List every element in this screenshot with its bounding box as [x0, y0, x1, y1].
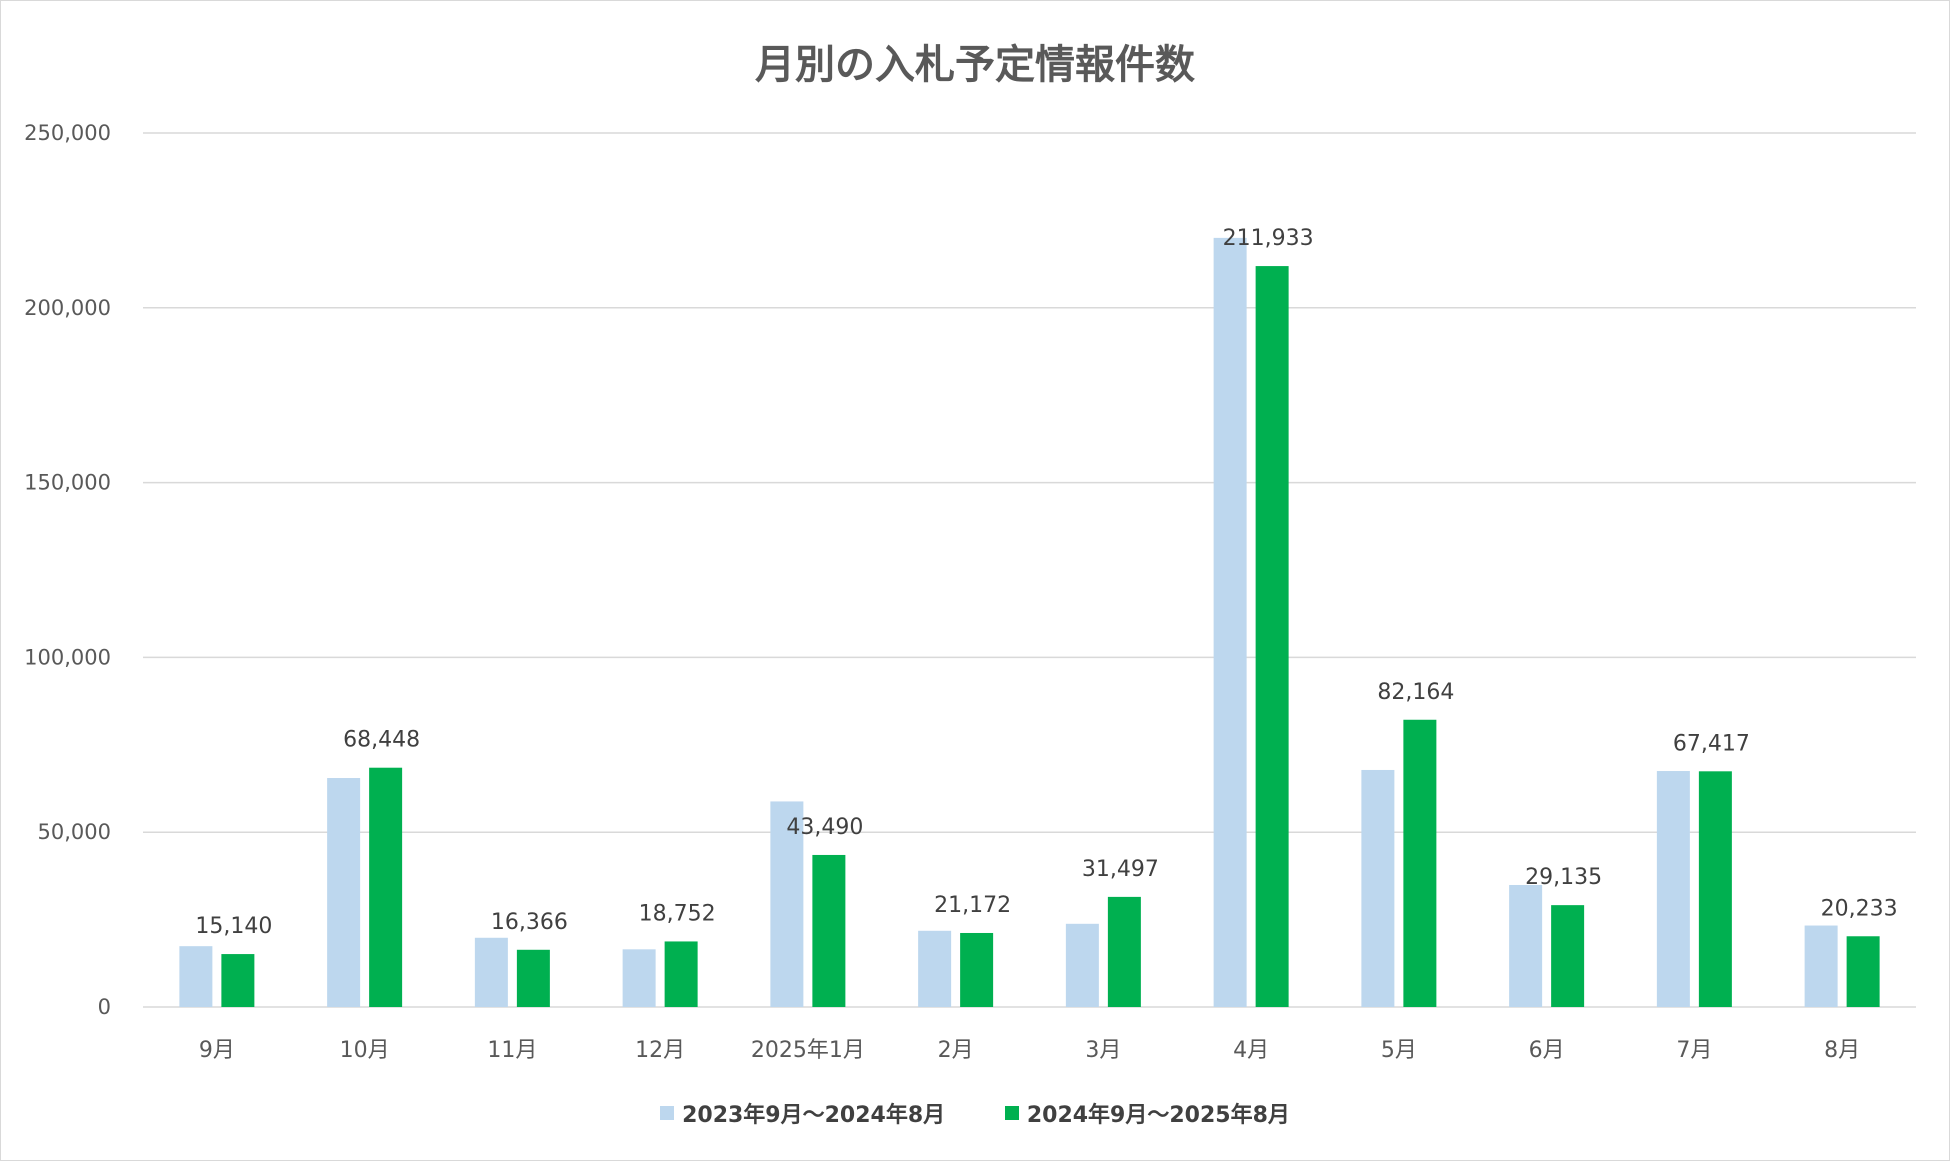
- y-tick-label: 150,000: [24, 471, 111, 495]
- data-label-series-2: 16,366: [491, 910, 568, 935]
- data-label-series-2: 43,490: [786, 815, 863, 840]
- x-tick-label: 11月: [487, 1038, 537, 1063]
- x-tick-label: 7月: [1676, 1038, 1712, 1063]
- data-label-series-2: 82,164: [1377, 680, 1454, 705]
- x-tick-label: 9月: [199, 1038, 235, 1063]
- bar-series-1: [770, 801, 804, 1007]
- bars: [179, 237, 1880, 1007]
- x-tick-label: 8月: [1824, 1038, 1860, 1063]
- bar-series-2: [1107, 896, 1141, 1007]
- chart-title: 月別の入札予定情報件数: [755, 42, 1195, 88]
- bar-series-2: [369, 767, 403, 1007]
- data-label-series-2: 18,752: [639, 901, 716, 926]
- x-tick-label: 3月: [1085, 1038, 1121, 1063]
- y-axis-ticks: 0 50,000 100,000 150,000 200,000 250,000: [24, 121, 111, 1019]
- bar-series-1: [1656, 771, 1690, 1007]
- bar-series-1: [1509, 884, 1543, 1007]
- bar-series-2: [1846, 936, 1880, 1007]
- legend-item-series-2: 2024年9月～2025年8月: [1004, 1097, 1290, 1129]
- data-label-series-2: 31,497: [1082, 857, 1159, 882]
- y-tick-label: 50,000: [38, 820, 111, 844]
- legend-label-series-2: 2024年9月～2025年8月: [1026, 1103, 1290, 1128]
- legend-label-series-1: 2023年9月～2024年8月: [682, 1103, 946, 1128]
- bar-series-1: [622, 949, 656, 1007]
- legend-swatch-series-1: [660, 1106, 675, 1120]
- y-tick-label: 250,000: [24, 121, 111, 145]
- bar-series-2: [1551, 905, 1585, 1007]
- data-label-series-2: 20,233: [1821, 896, 1898, 921]
- legend-item-series-1: 2023年9月～2024年8月: [660, 1097, 945, 1129]
- x-tick-label: 10月: [340, 1038, 390, 1063]
- data-label-series-2: 68,448: [343, 728, 420, 753]
- gridlines: [143, 132, 1916, 1008]
- bar-series-2: [221, 954, 255, 1007]
- bar-series-2: [1403, 719, 1437, 1007]
- bar-series-1: [1065, 923, 1099, 1007]
- data-label-series-2: 15,140: [195, 914, 272, 939]
- data-label-series-2: 21,172: [934, 893, 1011, 918]
- bar-series-2: [1698, 771, 1732, 1007]
- bar-series-2: [516, 949, 550, 1007]
- data-label-series-2: 29,135: [1525, 865, 1602, 890]
- legend-swatch-series-2: [1004, 1106, 1019, 1120]
- x-tick-label: 6月: [1529, 1038, 1565, 1063]
- data-label-series-2: 67,417: [1673, 731, 1750, 756]
- bar-series-1: [179, 946, 213, 1007]
- y-tick-label: 100,000: [24, 645, 111, 669]
- bar-series-2: [812, 854, 846, 1007]
- x-tick-label: 2月: [938, 1038, 974, 1063]
- bar-series-1: [1213, 237, 1247, 1007]
- bar-series-2: [664, 941, 698, 1007]
- x-tick-label: 5月: [1381, 1038, 1417, 1063]
- y-tick-label: 0: [98, 995, 111, 1019]
- x-axis-ticks: 9月 10月 11月 12月 2025年1月 2月 3月 4月 5月 6月 7月 8月: [199, 1038, 1860, 1063]
- data-labels: 15,140 68,448 16,366 18,752 43,490 21,172 31,4…: [195, 226, 1897, 939]
- x-tick-label: 4月: [1233, 1038, 1269, 1063]
- legend: 2023年9月～2024年8月 2024年9月～2025年8月: [0, 1097, 1950, 1129]
- x-tick-label: 12月: [635, 1038, 685, 1063]
- bar-series-2: [960, 932, 994, 1007]
- bar-series-2: [1255, 266, 1289, 1007]
- bar-series-1: [327, 778, 361, 1007]
- bar-series-1: [1804, 925, 1838, 1007]
- bar-series-1: [474, 937, 508, 1007]
- bar-series-1: [918, 930, 952, 1007]
- data-label-series-2: 211,933: [1223, 226, 1314, 251]
- x-tick-label: 2025年1月: [751, 1038, 865, 1063]
- bar-series-1: [1361, 769, 1395, 1007]
- y-tick-label: 200,000: [24, 296, 111, 320]
